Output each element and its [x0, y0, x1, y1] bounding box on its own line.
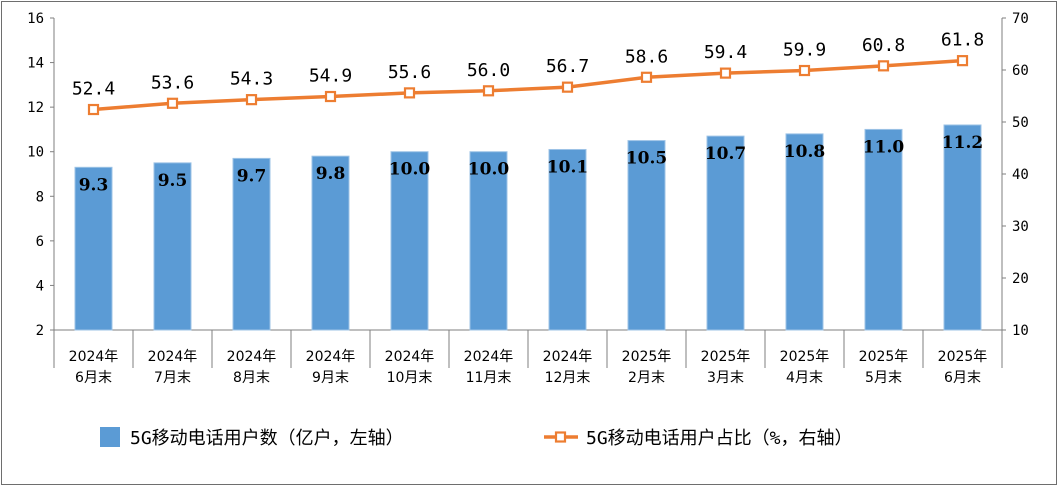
bar — [627, 140, 666, 331]
bar-value-label: 9.7 — [237, 166, 267, 186]
line-value-label: 56.7 — [546, 56, 589, 77]
bar-value-label: 9.5 — [158, 171, 188, 191]
left-axis-tick-label: 2 — [36, 323, 44, 339]
line-value-label: 58.6 — [625, 46, 668, 67]
left-axis-tick-label: 4 — [36, 278, 44, 294]
bar — [548, 148, 587, 331]
legend-line-label: 5G移动电话用户占比（%，右轴） — [586, 428, 853, 449]
x-tick-label-year: 2025年 — [938, 349, 988, 365]
line-value-label: 59.9 — [783, 40, 826, 61]
bar-value-label: 10.1 — [547, 157, 588, 177]
bar — [469, 151, 508, 331]
right-axis-tick-label: 30 — [1012, 219, 1029, 235]
x-tick-label-month: 9月末 — [312, 370, 349, 386]
bar-value-label: 9.8 — [316, 164, 346, 184]
line-value-label: 53.6 — [151, 72, 194, 93]
x-tick-label-month: 7月末 — [154, 370, 191, 386]
x-tick-label-month: 2月末 — [628, 370, 665, 386]
right-axis-tick-label: 20 — [1012, 271, 1029, 287]
right-axis-tick-label: 50 — [1012, 115, 1029, 131]
bar — [311, 155, 350, 331]
bar — [232, 157, 271, 331]
legend-line-marker — [554, 431, 567, 443]
x-tick-label-year: 2024年 — [306, 349, 356, 365]
line-point-marker — [798, 64, 811, 77]
x-tick-label-month: 11月末 — [466, 370, 512, 386]
left-axis-tick-label: 12 — [27, 100, 44, 116]
line-point-marker — [87, 103, 100, 116]
line-value-label: 54.9 — [309, 66, 352, 87]
bar-value-label: 10.5 — [626, 149, 667, 169]
right-axis-tick-label: 70 — [1012, 11, 1029, 27]
bar-value-label: 11.2 — [942, 133, 983, 153]
bar-value-label: 10.8 — [784, 142, 825, 162]
left-axis-tick-label: 10 — [27, 145, 44, 161]
line-value-label: 56.0 — [467, 60, 510, 81]
left-axis-tick-label: 14 — [27, 56, 44, 72]
x-tick-label-month: 10月末 — [387, 370, 433, 386]
x-tick-label-year: 2024年 — [464, 349, 514, 365]
x-tick-label-month: 6月末 — [75, 370, 112, 386]
legend-bar-swatch — [100, 427, 120, 447]
legend-bar-label: 5G移动电话用户数（亿户，左轴） — [130, 428, 404, 449]
x-tick-label-year: 2024年 — [227, 349, 277, 365]
line-point-marker — [482, 85, 495, 97]
x-tick-label-year: 2025年 — [701, 349, 751, 365]
line-point-marker — [245, 94, 258, 106]
bar — [390, 151, 429, 331]
bar-value-label: 11.0 — [863, 137, 905, 157]
x-tick-label-year: 2025年 — [859, 349, 909, 365]
left-axis-tick-label: 6 — [36, 234, 44, 250]
right-axis-tick-label: 10 — [1012, 323, 1029, 339]
line-point-marker — [561, 81, 574, 93]
x-tick-label-month: 12月末 — [545, 370, 591, 386]
line-value-label: 52.4 — [72, 79, 115, 100]
bar — [153, 162, 192, 331]
x-tick-label-year: 2024年 — [543, 349, 593, 365]
bar-value-label: 10.7 — [705, 144, 746, 164]
line-value-label: 60.8 — [862, 35, 905, 56]
x-tick-label-month: 8月末 — [233, 370, 270, 386]
line-value-label: 61.8 — [941, 30, 984, 51]
bar-value-label: 9.3 — [79, 175, 109, 195]
x-tick-label-year: 2024年 — [69, 349, 119, 365]
line-point-marker — [956, 55, 969, 67]
line-point-marker — [403, 87, 416, 99]
x-tick-label-year: 2024年 — [385, 349, 435, 365]
bar — [864, 128, 903, 331]
line-point-marker — [166, 97, 179, 109]
bar-value-label: 10.0 — [389, 160, 431, 180]
bar — [943, 124, 982, 331]
line-series-path — [93, 58, 963, 112]
line-point-marker — [324, 90, 337, 103]
line-point-marker — [877, 60, 890, 72]
line-value-label: 59.4 — [704, 42, 747, 63]
right-axis-tick-label: 40 — [1012, 167, 1029, 183]
line-point-marker — [640, 71, 653, 83]
x-tick-label-month: 4月末 — [786, 370, 823, 386]
left-axis-tick-label: 8 — [36, 189, 44, 205]
bar — [785, 133, 824, 331]
right-axis-tick-label: 60 — [1012, 63, 1029, 79]
x-tick-label-month: 6月末 — [944, 370, 981, 386]
bar — [706, 135, 745, 331]
x-tick-label-year: 2025年 — [780, 349, 830, 365]
x-tick-label-month: 5月末 — [865, 370, 902, 386]
line-value-label: 54.3 — [230, 69, 273, 90]
bar — [74, 166, 113, 331]
x-tick-label-year: 2024年 — [148, 349, 198, 365]
bar-value-label: 10.0 — [468, 160, 510, 180]
x-tick-label-year: 2025年 — [622, 349, 672, 365]
left-axis-tick-label: 16 — [27, 11, 44, 27]
line-point-marker — [719, 67, 732, 79]
line-value-label: 55.6 — [388, 62, 431, 83]
x-tick-label-month: 3月末 — [707, 370, 744, 386]
